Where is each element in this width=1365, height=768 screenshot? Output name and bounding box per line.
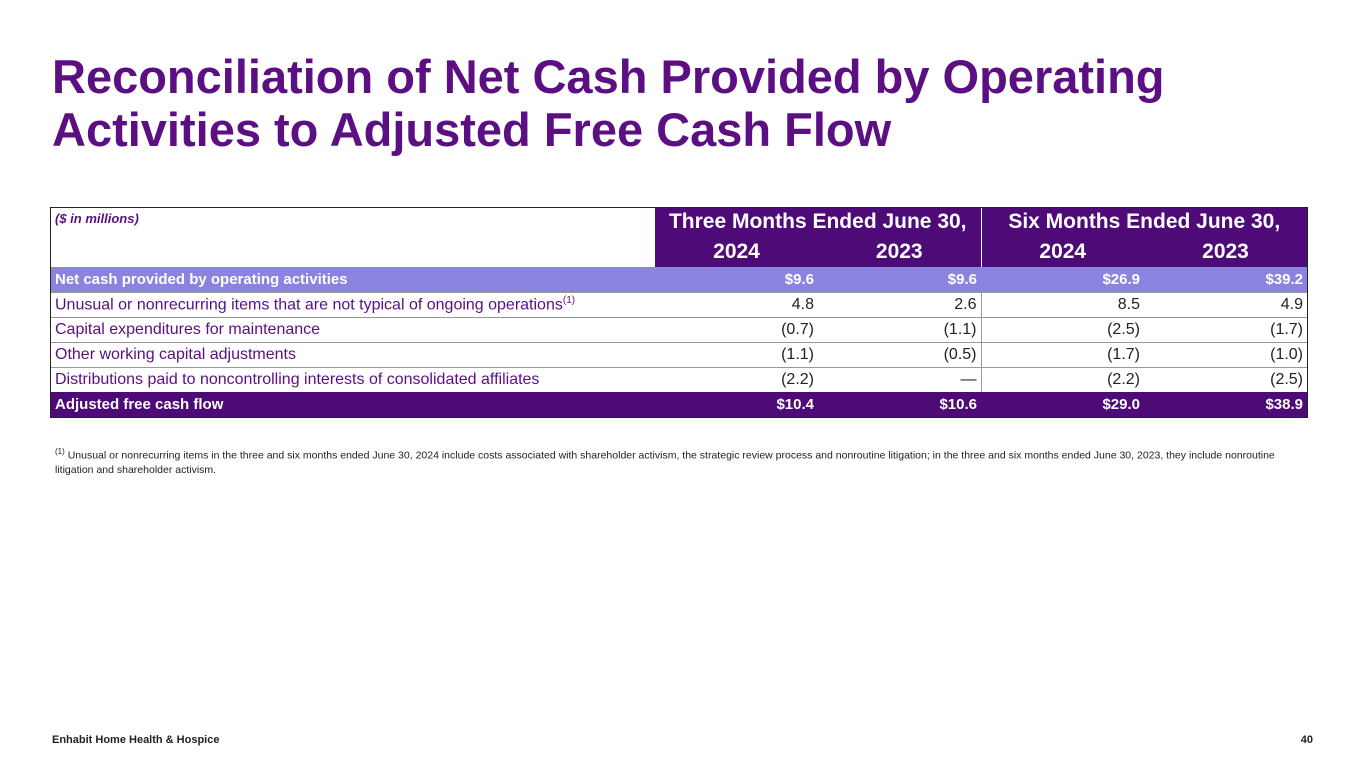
header-year: 2023 (818, 237, 981, 267)
cell-value: 2.6 (818, 291, 981, 317)
header-year: 2024 (655, 237, 818, 267)
cell-value: (0.7) (655, 316, 818, 342)
footnote-marker: (1) (562, 294, 576, 306)
cell-value: $9.6 (655, 267, 818, 292)
footnote: (1) Unusual or nonrecurring items in the… (55, 445, 1305, 477)
cell-value: (2.5) (980, 316, 1144, 342)
cell-value: (1.7) (980, 341, 1144, 367)
header-three-months: Three Months Ended June 30, (655, 208, 981, 237)
row-label: Other working capital adjustments (51, 341, 655, 367)
cell-value: $26.9 (981, 267, 1144, 292)
cell-value: (1.1) (818, 316, 981, 342)
cell-value: (2.5) (1144, 366, 1308, 392)
table-row: Capital expenditures for maintenance (0.… (51, 316, 1308, 342)
cell-value: (2.2) (655, 366, 818, 392)
header-year: 2023 (1144, 237, 1308, 267)
cell-value: 4.9 (1144, 291, 1308, 317)
footnote-marker: (1) (55, 447, 65, 456)
page-title: Reconciliation of Net Cash Provided by O… (52, 50, 1165, 156)
reconciliation-table: ($ in millions) Three Months Ended June … (50, 207, 1308, 418)
row-label: Capital expenditures for maintenance (51, 316, 655, 342)
cell-value: (1.1) (655, 341, 818, 367)
cell-value: $9.6 (818, 267, 981, 292)
table-row: Other working capital adjustments (1.1) … (51, 341, 1308, 367)
table-row: Unusual or nonrecurring items that are n… (51, 291, 1308, 317)
cell-value: 8.5 (980, 291, 1144, 317)
cell-value: $10.6 (818, 392, 981, 417)
cell-value: (0.5) (818, 341, 981, 367)
header-six-months: Six Months Ended June 30, (980, 208, 1308, 237)
row-label: Distributions paid to noncontrolling int… (51, 366, 655, 392)
page-number: 40 (1300, 734, 1313, 746)
table-row-adjusted-free-cash-flow: Adjusted free cash flow $10.4 $10.6 $29.… (51, 392, 1308, 417)
table-row: Distributions paid to noncontrolling int… (51, 366, 1308, 392)
cell-value: $38.9 (1144, 392, 1308, 417)
row-label: Adjusted free cash flow (51, 392, 655, 417)
cell-value: $10.4 (655, 392, 818, 417)
units-label: ($ in millions) (55, 211, 139, 226)
cell-value: $29.0 (981, 392, 1144, 417)
cell-value: (1.7) (1144, 316, 1308, 342)
cell-value: $39.2 (1144, 267, 1308, 292)
cell-value: — (818, 366, 981, 392)
table-row-net-cash: Net cash provided by operating activitie… (51, 267, 1308, 292)
footer-company: Enhabit Home Health & Hospice (52, 734, 220, 746)
footnote-text: Unusual or nonrecurring items in the thr… (55, 449, 1275, 476)
cell-value: (2.2) (980, 366, 1144, 392)
header-year: 2024 (980, 237, 1144, 267)
row-label: Unusual or nonrecurring items that are n… (51, 291, 655, 317)
cell-value: (1.0) (1144, 341, 1308, 367)
data-table: ($ in millions) Three Months Ended June … (51, 208, 1308, 417)
row-label: Net cash provided by operating activitie… (51, 267, 655, 292)
cell-value: 4.8 (655, 291, 818, 317)
